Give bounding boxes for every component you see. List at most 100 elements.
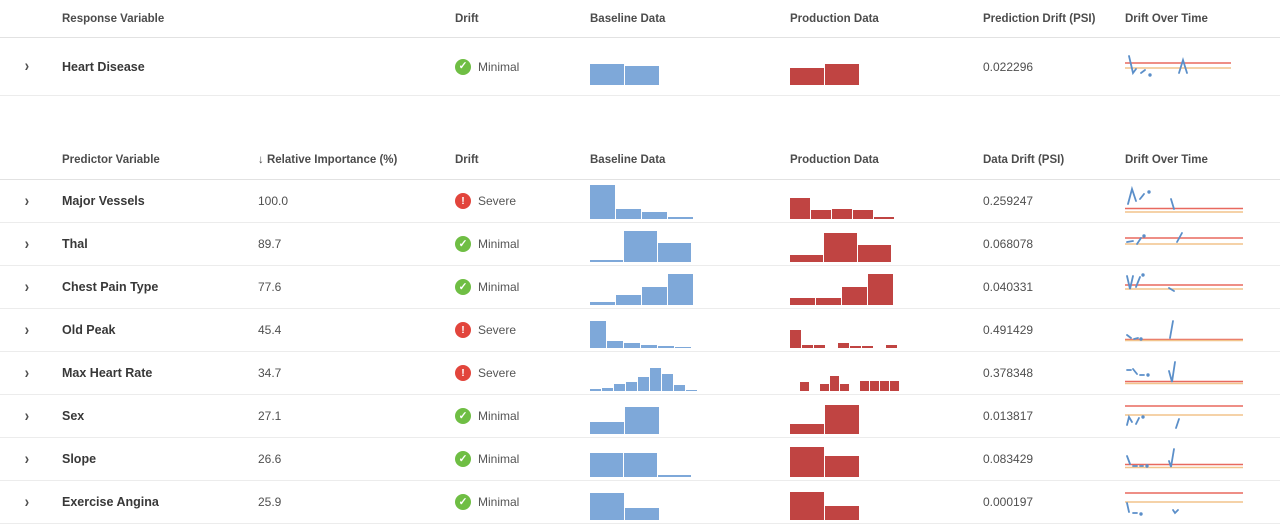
table-row: › Old Peak 45.4 ! Severe 0.491429 [0,309,1280,352]
drift-status: ✓ Minimal [455,494,590,510]
table-row: › Sex 27.1 ✓ Minimal 0.013817 [0,395,1280,438]
spark-dot [1139,512,1143,516]
spark-segment [1170,198,1175,210]
expand-chevron-icon[interactable]: › [24,362,30,382]
hist-bar [616,209,641,219]
drift-status-label: Minimal [478,452,520,466]
variable-name: Exercise Angina [62,495,159,509]
drift-over-time-sparkline [1125,315,1280,345]
table-row: › Major Vessels 100.0 ! Severe 0.259247 [0,180,1280,223]
expand-cell: › [0,407,62,426]
hist-bar [662,374,673,391]
spark-segment [1168,448,1175,468]
drift-status-label: Minimal [478,495,520,509]
drift-status: ✓ Minimal [455,451,590,467]
production-histogram [790,312,983,348]
hist-bar [880,381,889,391]
expand-cell: › [0,364,62,383]
response-table-body: › Heart Disease ✓ Minimal 0.022296 [0,38,1280,96]
production-histogram [790,49,983,85]
hist-bar [626,382,637,391]
col-predictor-variable: Predictor Variable [62,153,160,166]
hist-bar [641,345,657,348]
hist-bar [668,217,693,219]
expand-chevron-icon[interactable]: › [24,319,30,339]
spark-dot [1148,72,1152,77]
predictor-table-header: Predictor Variable ↓ Relative Importance… [0,140,1280,180]
production-histogram [790,398,983,434]
spark-segment [1126,455,1131,465]
hist-bar [616,295,641,305]
drift-status: ! Severe [455,322,590,338]
baseline-histogram [590,269,790,305]
drift-status-icon: ✓ [455,451,471,467]
drift-over-time-sparkline [1125,229,1280,259]
col-baseline-data: Baseline Data [590,12,666,25]
sparkline-chart [1125,361,1243,385]
variable-name: Chest Pain Type [62,280,159,294]
expand-chevron-icon[interactable]: › [24,190,30,210]
spark-segment [1172,509,1179,515]
table-row: › Max Heart Rate 34.7 ! Severe 0.378348 [0,352,1280,395]
variable-name: Old Peak [62,323,116,337]
hist-bar [790,424,824,434]
expand-cell: › [0,321,62,340]
expand-chevron-icon[interactable]: › [24,276,30,296]
hist-bar [650,368,661,391]
spark-segment [1133,337,1139,340]
col-drift-over-time: Drift Over Time [1125,12,1208,25]
col-production-data: Production Data [790,12,879,25]
hist-bar [810,390,819,391]
hist-bar [625,508,659,520]
sparkline-chart [1125,405,1243,429]
hist-bar [668,274,693,305]
baseline-histogram [590,484,790,520]
col-relative-importance-label[interactable]: Relative Importance (%) [266,153,398,166]
hist-bar [658,475,691,477]
response-table-header: Response Variable Drift Baseline Data Pr… [0,0,1280,38]
col-drift: Drift [455,12,479,25]
sparkline-chart [1125,320,1243,342]
hist-bar [625,407,659,434]
expand-chevron-icon[interactable]: › [24,233,30,253]
hist-bar [790,330,801,348]
psi-value: 0.013817 [983,409,1034,423]
production-histogram [790,484,983,520]
expand-chevron-icon[interactable]: › [24,405,30,425]
expand-cell: › [0,450,62,469]
hist-bar [862,346,873,348]
expand-cell: › [0,235,62,254]
hist-bar [590,453,623,477]
hist-bar [624,343,640,348]
sparkline-chart [1125,232,1243,245]
expand-chevron-icon[interactable]: › [24,448,30,468]
hist-bar [825,456,859,477]
hist-bar [790,390,799,391]
drift-over-time-sparkline [1125,444,1280,474]
expand-chevron-icon[interactable]: › [24,491,30,511]
hist-bar [800,382,809,391]
expand-cell: › [0,57,62,76]
variable-name: Thal [62,237,88,251]
hist-bar [886,345,897,348]
psi-value: 0.040331 [983,280,1034,294]
hist-bar [860,381,869,391]
spark-segment [1126,502,1130,513]
psi-value: 0.083429 [983,452,1034,466]
expand-chevron-icon[interactable]: › [24,56,30,75]
baseline-histogram [590,183,790,219]
drift-over-time-sparkline [1125,358,1280,388]
sort-desc-icon[interactable]: ↓ [258,153,264,166]
variable-name: Max Heart Rate [62,366,153,380]
hist-bar [824,233,857,262]
production-histogram [790,183,983,219]
drift-status: ✓ Minimal [455,236,590,252]
hist-bar [825,63,859,85]
col-relative-importance[interactable]: ↓ Relative Importance (%) [258,154,455,166]
spark-segment [1169,320,1174,339]
hist-bar [658,243,691,262]
baseline-histogram [590,355,790,391]
spark-segment [1168,361,1176,383]
relative-importance-value: 34.7 [258,366,282,380]
spark-segment [1168,287,1175,292]
